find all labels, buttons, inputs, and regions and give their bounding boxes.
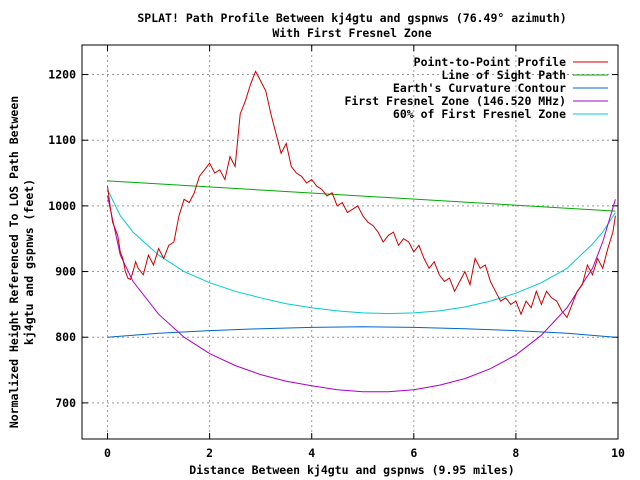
series-line-first-fresnel-zone-146-520-mhz — [107, 195, 616, 393]
series-line-60-of-first-fresnel-zone — [107, 189, 616, 315]
y-tick-label: 1000 — [48, 199, 76, 213]
x-tick-label: 10 — [611, 446, 625, 460]
y-tick-label: 1100 — [48, 133, 76, 147]
y-tick-label: 800 — [55, 330, 76, 344]
series-line-point-to-point-profile — [107, 70, 616, 319]
x-tick-label: 4 — [308, 446, 315, 460]
x-tick-label: 6 — [410, 446, 417, 460]
chart-title: SPLAT! Path Profile Between kj4gtu and g… — [137, 11, 566, 25]
y-axis-label: Normalized Height Referenced To LOS Path… — [7, 96, 21, 428]
legend-label-line-of-sight-path: Line of Sight Path — [441, 68, 566, 82]
series-line-earth-s-curvature-contour — [107, 326, 616, 338]
plot-frame — [81, 44, 619, 440]
x-tick-label: 0 — [104, 446, 111, 460]
x-axis-label: Distance Between kj4gtu and gspnws (9.95… — [189, 463, 514, 477]
y-tick-label: 900 — [55, 265, 76, 279]
legend-label-point-to-point-profile: Point-to-Point Profile — [414, 55, 566, 69]
axis-ticks: 0 2 4 6 8 10 700 800 900 1000 1100 1200 — [48, 45, 625, 460]
series-lines — [107, 70, 616, 393]
legend-label-first-fresnel-zone-146-520-mhz: First Fresnel Zone (146.520 MHz) — [344, 94, 566, 108]
series-line-line-of-sight-path — [107, 180, 616, 212]
legend-label-60-of-first-fresnel-zone: 60% of First Fresnel Zone — [393, 107, 566, 121]
y-axis-label-line-2: kj4gtu and gspnws (feet) — [22, 179, 36, 345]
x-tick-label: 8 — [512, 446, 519, 460]
chart-subtitle: With First Fresnel Zone — [272, 26, 431, 40]
x-tick-label: 2 — [206, 446, 213, 460]
y-tick-label: 700 — [55, 396, 76, 410]
legend-label-earth-s-curvature-contour: Earth's Curvature Contour — [393, 81, 566, 95]
y-tick-label: 1200 — [48, 68, 76, 82]
